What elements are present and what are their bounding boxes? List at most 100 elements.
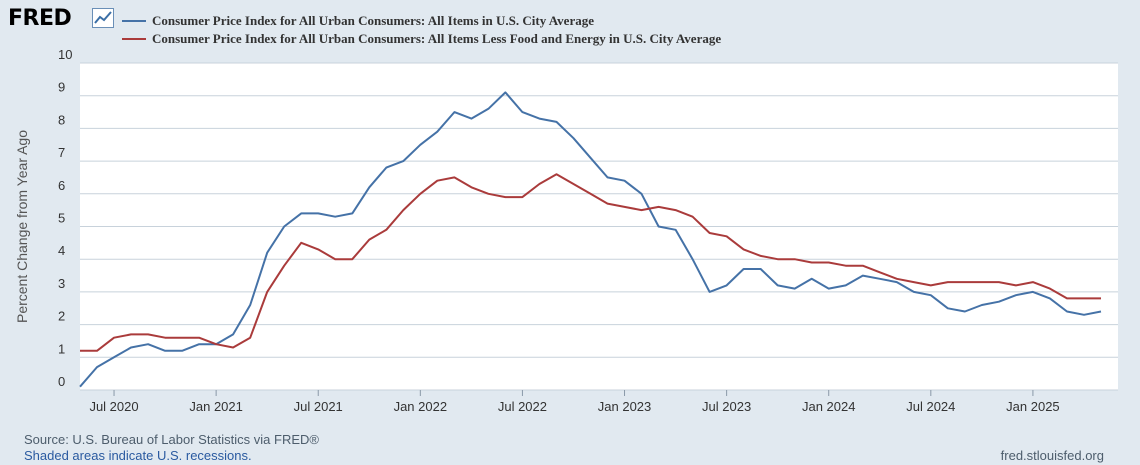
- data-point-series-1: [502, 89, 508, 95]
- y-tick-label: 7: [58, 145, 65, 160]
- fred-graph-icon: [92, 8, 114, 28]
- y-tick-label: 3: [58, 276, 65, 291]
- data-point-series-2: [400, 207, 406, 213]
- legend-label-cpi-all: Consumer Price Index for All Urban Consu…: [152, 13, 594, 28]
- data-point-series-2: [979, 279, 985, 285]
- legend-item-cpi-core[interactable]: Consumer Price Index for All Urban Consu…: [122, 30, 721, 48]
- data-point-series-1: [400, 158, 406, 164]
- data-point-series-2: [690, 214, 696, 220]
- data-point-series-1: [332, 214, 338, 220]
- data-point-series-2: [383, 227, 389, 233]
- y-tick-label: 4: [58, 243, 65, 258]
- data-point-series-1: [826, 286, 832, 292]
- data-point-series-2: [928, 282, 934, 288]
- data-point-series-2: [434, 178, 440, 184]
- data-point-series-1: [230, 331, 236, 337]
- data-point-series-1: [111, 354, 117, 360]
- data-point-series-2: [775, 256, 781, 262]
- y-axis-label: Percent Change from Year Ago: [14, 130, 30, 323]
- data-point-series-2: [605, 201, 611, 207]
- legend-swatch-cpi-all: [122, 20, 146, 22]
- data-point-series-2: [554, 171, 560, 177]
- data-point-series-1: [196, 341, 202, 347]
- data-point-series-1: [962, 309, 968, 315]
- data-point-series-2: [877, 269, 883, 275]
- data-point-series-1: [945, 305, 951, 311]
- data-point-series-2: [349, 256, 355, 262]
- x-tick-label: Jul 2022: [498, 399, 547, 414]
- data-point-series-1: [366, 184, 372, 190]
- y-tick-label: 0: [58, 374, 65, 389]
- data-point-series-1: [383, 165, 389, 171]
- data-point-series-2: [77, 348, 83, 354]
- data-point-series-1: [979, 302, 985, 308]
- data-point-series-2: [128, 331, 134, 337]
- data-point-series-1: [588, 155, 594, 161]
- x-tick-label: Jan 2025: [1006, 399, 1060, 414]
- data-point-series-2: [996, 279, 1002, 285]
- data-point-series-2: [417, 191, 423, 197]
- data-point-series-2: [1047, 286, 1053, 292]
- recession-note-link[interactable]: Shaded areas indicate U.S. recessions.: [24, 448, 252, 463]
- x-tick-label: Jul 2021: [294, 399, 343, 414]
- data-point-series-2: [792, 256, 798, 262]
- y-tick-label: 5: [58, 211, 65, 226]
- series-line-1: [79, 91, 1102, 388]
- x-tick-label: Jul 2020: [89, 399, 138, 414]
- data-point-series-2: [196, 335, 202, 341]
- data-point-series-2: [162, 335, 168, 341]
- data-point-series-1: [281, 224, 287, 230]
- data-point-series-1: [179, 348, 185, 354]
- data-point-series-1: [860, 273, 866, 279]
- y-tick-label: 8: [58, 112, 65, 127]
- fred-logo[interactable]: FRED: [8, 6, 72, 31]
- data-point-series-1: [519, 109, 525, 115]
- series-line-2: [80, 173, 1101, 352]
- legend-item-cpi-all[interactable]: Consumer Price Index for All Urban Consu…: [122, 12, 721, 30]
- data-point-series-2: [894, 276, 900, 282]
- data-point-series-1: [1013, 292, 1019, 298]
- data-point-series-2: [911, 279, 917, 285]
- data-point-series-1: [724, 282, 730, 288]
- data-point-series-2: [502, 194, 508, 200]
- data-point-series-1: [468, 116, 474, 122]
- y-tick-label: 2: [58, 309, 65, 324]
- data-point-series-1: [1098, 309, 1104, 315]
- data-point-series-2: [588, 191, 594, 197]
- data-point-series-1: [94, 364, 100, 370]
- data-point-series-2: [145, 331, 151, 337]
- data-point-series-2: [571, 181, 577, 187]
- data-point-series-1: [264, 250, 270, 256]
- y-tick-label: 9: [58, 80, 65, 95]
- data-point-series-2: [536, 181, 542, 187]
- data-point-series-1: [775, 282, 781, 288]
- data-point-series-2: [707, 230, 713, 236]
- data-point-series-2: [962, 279, 968, 285]
- data-point-series-2: [264, 289, 270, 295]
- data-point-series-1: [485, 106, 491, 112]
- data-point-series-1: [77, 384, 83, 390]
- data-point-series-1: [298, 210, 304, 216]
- site-url[interactable]: fred.stlouisfed.org: [1000, 448, 1104, 463]
- data-point-series-2: [622, 204, 628, 210]
- y-tick-label: 6: [58, 178, 65, 193]
- data-point-series-1: [554, 119, 560, 125]
- data-point-series-1: [315, 210, 321, 216]
- data-point-series-1: [656, 224, 662, 230]
- data-point-series-1: [758, 266, 764, 272]
- data-point-series-1: [162, 348, 168, 354]
- data-point-series-2: [843, 263, 849, 269]
- data-point-series-1: [622, 178, 628, 184]
- data-point-series-1: [349, 210, 355, 216]
- data-point-series-1: [877, 276, 883, 282]
- data-point-series-1: [417, 142, 423, 148]
- data-point-series-1: [605, 174, 611, 180]
- data-point-series-1: [996, 299, 1002, 305]
- data-point-series-1: [792, 286, 798, 292]
- data-point-series-2: [519, 194, 525, 200]
- data-point-series-1: [843, 282, 849, 288]
- data-point-series-2: [1098, 295, 1104, 301]
- data-point-series-2: [758, 253, 764, 259]
- x-tick-label: Jan 2023: [598, 399, 652, 414]
